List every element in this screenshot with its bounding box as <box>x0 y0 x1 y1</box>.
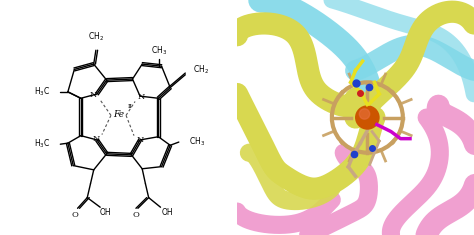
Circle shape <box>359 109 370 119</box>
Text: OH: OH <box>161 208 173 217</box>
Circle shape <box>355 105 380 130</box>
Text: H$_3$C: H$_3$C <box>34 138 51 150</box>
Text: CH$_3$: CH$_3$ <box>151 44 167 57</box>
Text: OH: OH <box>100 208 111 217</box>
Text: N: N <box>92 135 100 143</box>
Text: N: N <box>137 136 144 144</box>
Text: CH$_3$: CH$_3$ <box>189 136 205 148</box>
Text: CH$_2$: CH$_2$ <box>88 30 104 43</box>
Text: Fe: Fe <box>113 110 124 119</box>
Text: O: O <box>72 211 79 219</box>
Text: O: O <box>132 211 139 219</box>
Text: CH$_2$: CH$_2$ <box>193 63 209 76</box>
Text: N: N <box>90 91 98 99</box>
Text: N: N <box>137 93 145 101</box>
Text: H$_3$C: H$_3$C <box>34 86 51 98</box>
Text: II: II <box>128 104 133 109</box>
